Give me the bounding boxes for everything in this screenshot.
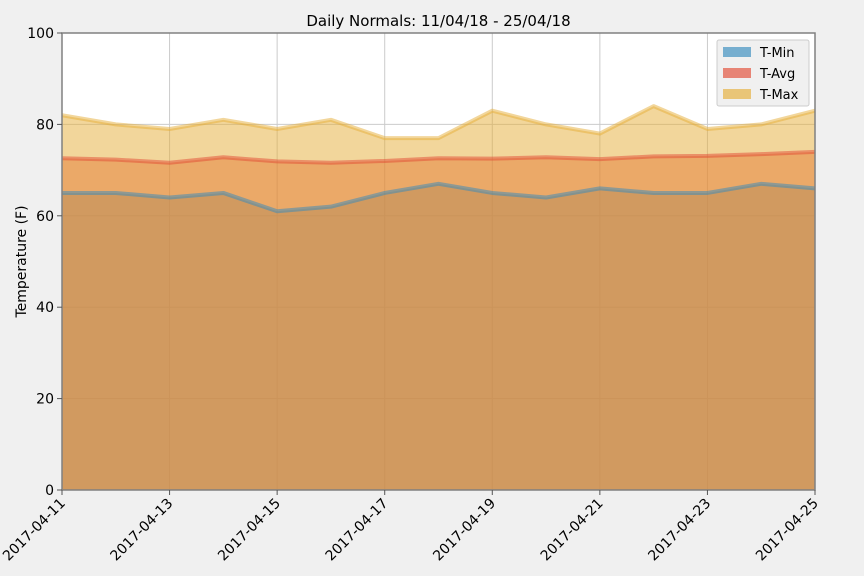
legend-swatch-t-avg [723, 68, 751, 78]
plot-frame [61, 32, 816, 491]
series-lines [61, 104, 816, 214]
y-tick-label: 80 [36, 117, 54, 133]
y-axis: 0 20 40 60 80 100 [27, 26, 62, 499]
legend-swatch-t-max [723, 89, 751, 99]
legend-label-t-max: T-Max [759, 88, 799, 103]
line-t-min [62, 181, 816, 214]
chart-title: Daily Normals: 11/04/18 - 25/04/18 [306, 12, 570, 30]
legend-swatch-t-min [723, 47, 751, 57]
y-tick-label: 0 [45, 483, 54, 499]
y-tick-label: 40 [36, 300, 54, 316]
legend: T-Min T-Avg T-Max [716, 39, 810, 107]
legend-label-t-avg: T-Avg [759, 67, 795, 82]
series-areas [62, 106, 815, 491]
y-axis-label: Temperature (F) [14, 205, 30, 318]
line-t-avg [61, 149, 816, 165]
y-tick-label: 20 [36, 392, 54, 408]
y-tick-label: 100 [27, 26, 54, 42]
line-t-max [61, 104, 816, 141]
y-tick-label: 60 [36, 209, 54, 225]
legend-label-t-min: T-Min [759, 46, 795, 61]
